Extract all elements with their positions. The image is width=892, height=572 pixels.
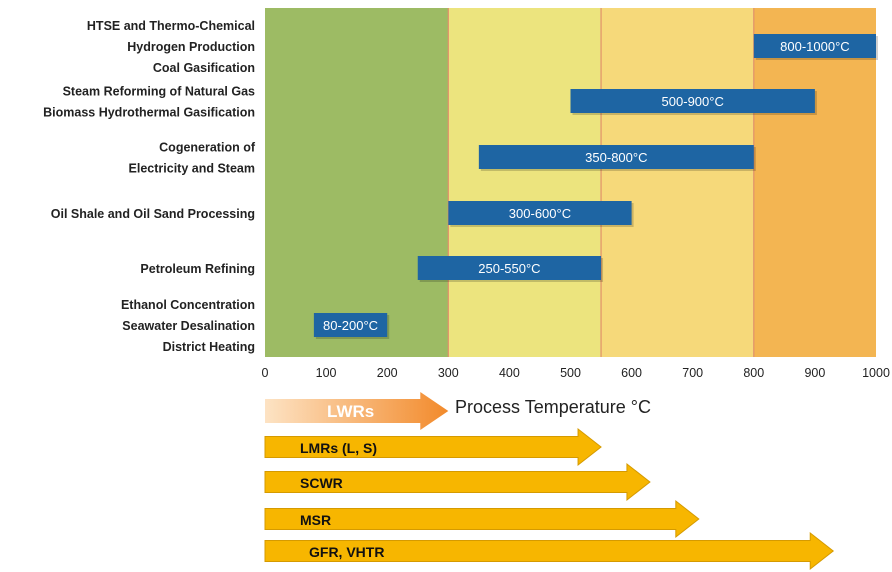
category-label: Petroleum Refining: [140, 262, 255, 276]
bar-label: 800-1000°C: [780, 39, 850, 54]
category-label: Seawater Desalination: [122, 319, 255, 333]
reactor-arrows: LWRs LMRs (L, S) SCWR MSR GFR, VHTR: [264, 392, 835, 571]
reactor-label: LWRs: [327, 402, 374, 421]
reactor-label: SCWR: [300, 475, 343, 491]
x-tick-label: 900: [804, 366, 825, 380]
x-tick-label: 0: [262, 366, 269, 380]
range-bar: [570, 89, 815, 113]
x-tick-label: 300: [438, 366, 459, 380]
x-tick-label: 700: [682, 366, 703, 380]
reactor-arrow: [264, 531, 835, 571]
x-tick-label: 1000: [862, 366, 890, 380]
category-label: Hydrogen Production: [127, 40, 255, 54]
bar-label: 350-800°C: [585, 150, 647, 165]
reactor-arrow: [265, 392, 449, 430]
bar-label: 250-550°C: [478, 261, 540, 276]
reactor-label: LMRs (L, S): [300, 440, 377, 456]
category-label: Coal Gasification: [153, 61, 255, 75]
reactor-label: GFR, VHTR: [309, 544, 384, 560]
range-bars: 800-1000°C 500-900°C 350-800°C 300-600°C 250…: [313, 34, 878, 339]
range-bar: [478, 145, 754, 169]
category-label: Steam Reforming of Natural Gas: [63, 85, 255, 99]
zone-0-300: [265, 8, 449, 357]
bar-label: 500-900°C: [662, 94, 724, 109]
category-label: District Heating: [163, 340, 255, 354]
zone-300-550: [448, 8, 602, 357]
x-tick-label: 400: [499, 366, 520, 380]
category-label: Cogeneration of: [159, 141, 256, 155]
x-tick-label: 500: [560, 366, 581, 380]
x-tick-label: 200: [377, 366, 398, 380]
bar-label: 80-200°C: [323, 318, 378, 333]
x-tick-label: 800: [743, 366, 764, 380]
x-axis-ticks: 0 100 200 300 400 500 600 700 800 900 1000: [262, 366, 890, 380]
x-tick-label: 100: [316, 366, 337, 380]
range-bar: [753, 34, 876, 58]
category-label: Oil Shale and Oil Sand Processing: [51, 207, 255, 221]
zone-800-1000: [753, 8, 876, 357]
range-bar: [448, 201, 632, 225]
category-labels: HTSE and Thermo-Chemical Hydrogen Product…: [43, 19, 256, 354]
zone-550-800: [601, 8, 754, 357]
reactor-arrow: [264, 462, 651, 502]
reactor-arrow: [264, 499, 700, 539]
reactor-label: MSR: [300, 512, 331, 528]
range-bar: [417, 256, 602, 280]
category-label: Electricity and Steam: [129, 162, 255, 176]
temperature-zones: [265, 8, 876, 357]
x-axis-title: Process Temperature °C: [455, 397, 651, 417]
x-tick-label: 600: [621, 366, 642, 380]
reactor-arrow: [264, 427, 602, 467]
category-label: Biomass Hydrothermal Gasification: [43, 106, 255, 120]
category-label: Ethanol Concentration: [121, 298, 255, 312]
category-label: HTSE and Thermo-Chemical: [87, 19, 255, 33]
range-bar: [313, 313, 388, 337]
bar-label: 300-600°C: [509, 206, 571, 221]
